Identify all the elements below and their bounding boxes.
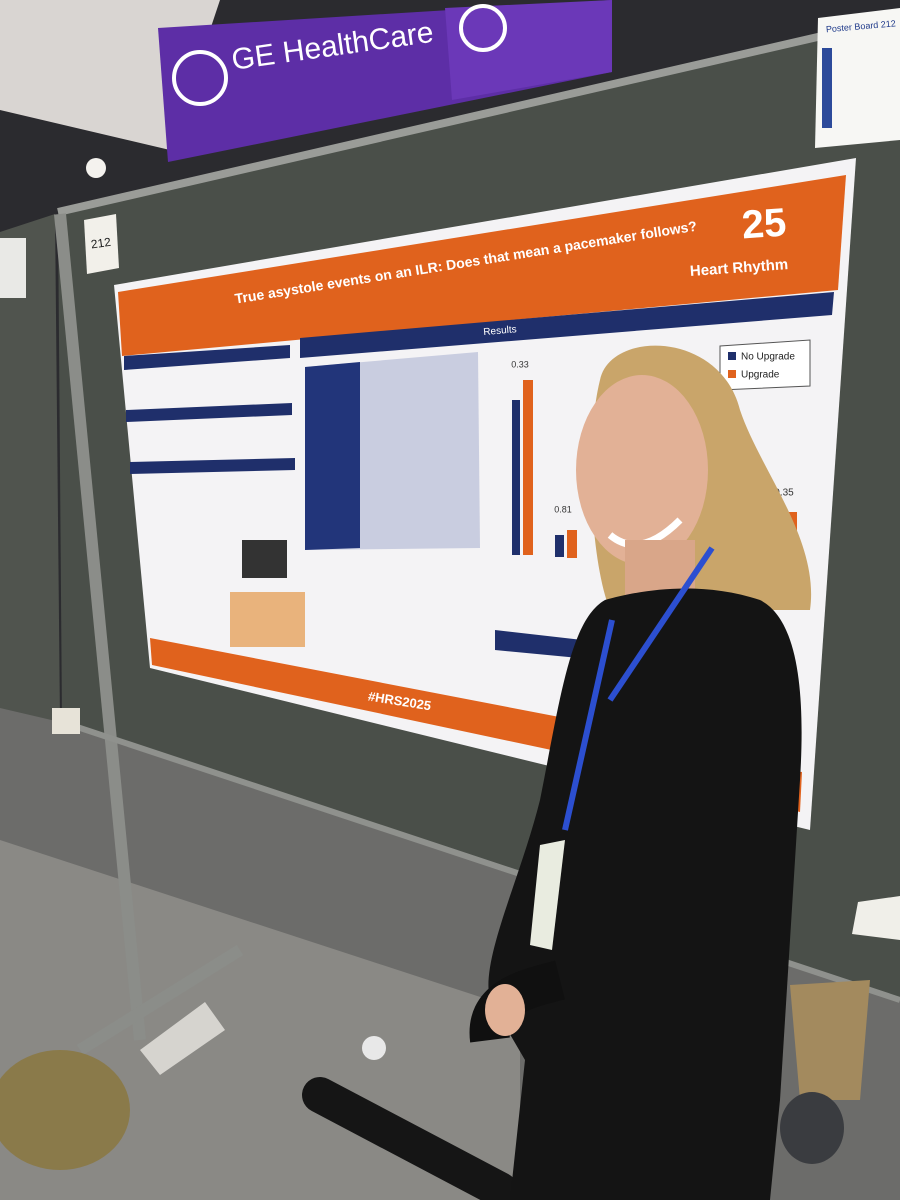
box — [140, 1002, 225, 1075]
poster-figure — [230, 592, 305, 647]
results-heading: Results — [483, 324, 517, 338]
legend — [719, 339, 811, 391]
legend-entry: Upgrade — [741, 370, 780, 381]
sign-logo — [172, 50, 228, 106]
chart-bar — [523, 380, 533, 555]
ceiling-light — [86, 158, 106, 178]
poster-figure — [242, 540, 287, 578]
panel-heading — [130, 458, 295, 474]
lanyard — [562, 619, 615, 831]
sign-logo — [459, 4, 507, 52]
board-tag — [84, 214, 119, 274]
table-header — [305, 362, 360, 550]
results-bar — [300, 292, 834, 358]
board-leg — [54, 213, 146, 1041]
cup — [362, 1036, 386, 1060]
logo-name: Heart Rhythm — [689, 256, 788, 280]
data-label: 0.81 — [554, 504, 572, 514]
chart-bar — [567, 530, 577, 558]
board-frame — [57, 14, 900, 216]
cardigan — [488, 588, 802, 1200]
poster-header — [118, 175, 846, 356]
cup — [852, 896, 900, 940]
poster-tube — [302, 1077, 518, 1200]
left-board — [0, 214, 60, 722]
poster-footer — [150, 638, 575, 755]
lanyard — [607, 546, 715, 702]
legend-entry: No Upgrade — [741, 352, 795, 363]
legend-swatch — [728, 352, 736, 360]
bag — [0, 1050, 130, 1170]
panel-heading — [126, 403, 292, 422]
data-label: 0.35 — [774, 488, 794, 499]
badge — [530, 840, 565, 950]
panel-heading — [124, 345, 290, 370]
legend-swatch — [728, 370, 736, 378]
hand — [485, 984, 525, 1036]
shoe — [780, 1092, 844, 1164]
face — [576, 375, 708, 565]
board-card-bar — [822, 48, 832, 128]
left-sign — [0, 238, 26, 298]
board-foot — [76, 944, 244, 1056]
logo-number: 25 — [740, 201, 787, 248]
board-card — [815, 8, 900, 148]
cup — [52, 708, 80, 734]
board-tag-text: 212 — [90, 235, 112, 252]
data-label: 0.33 — [511, 359, 529, 369]
sign-side — [445, 0, 612, 100]
chart-bar — [512, 400, 520, 555]
passerby-legs — [790, 980, 870, 1100]
chart-bar — [555, 535, 564, 557]
